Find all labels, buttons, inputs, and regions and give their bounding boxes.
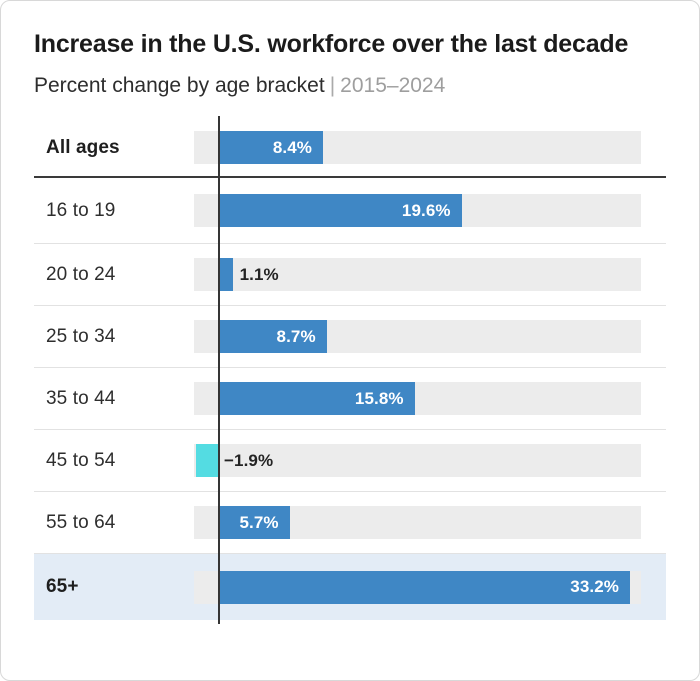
value-bar: 33.2% <box>219 570 630 604</box>
value-label: 8.4% <box>272 137 312 157</box>
value-bar <box>219 258 233 291</box>
category-label: 65+ <box>46 576 79 597</box>
row-divider <box>34 553 666 554</box>
value-bar: 19.6% <box>219 194 462 227</box>
zero-baseline <box>218 116 220 624</box>
chart-rows: All ages 8.4% 16 to 19 19.6% 20 to 24 1.1% 25 … <box>1 119 699 620</box>
chart-row-20-to-24: 20 to 24 1.1% <box>1 244 699 305</box>
value-label: 19.6% <box>401 200 451 220</box>
row-divider <box>34 305 666 306</box>
bar-track: 1.1% <box>194 258 641 291</box>
chart-row-25-to-34: 25 to 34 8.7% <box>1 306 699 367</box>
chart-header: Increase in the U.S. workforce over the … <box>1 1 699 99</box>
bar-track: −1.9% <box>194 444 641 477</box>
category-label: 16 to 19 <box>46 199 116 221</box>
value-bar: 15.8% <box>219 382 415 415</box>
row-divider <box>34 243 666 244</box>
value-bar: 5.7% <box>219 506 290 539</box>
subtitle-text: Percent change by age bracket <box>34 74 325 97</box>
subtitle-period: 2015–2024 <box>340 74 446 97</box>
value-label: 5.7% <box>239 512 279 532</box>
value-label: −1.9% <box>224 450 274 470</box>
bar-track: 33.2% <box>194 570 641 604</box>
bar-track: 8.7% <box>194 320 641 353</box>
value-label: 1.1% <box>239 264 279 284</box>
value-bar: 8.7% <box>219 320 327 353</box>
bar-track: 19.6% <box>194 194 641 227</box>
summary-divider <box>34 176 666 178</box>
bar-track: 8.4% <box>194 131 641 164</box>
value-label: 8.7% <box>276 326 316 346</box>
bar-track: 15.8% <box>194 382 641 415</box>
row-divider <box>34 429 666 430</box>
chart-row-55-to-64: 55 to 64 5.7% <box>1 492 699 553</box>
chart-row-35-to-44: 35 to 44 15.8% <box>1 368 699 429</box>
category-label: 25 to 34 <box>46 325 116 347</box>
category-label: 35 to 44 <box>46 387 116 409</box>
bar-chart: All ages 8.4% 16 to 19 19.6% 20 to 24 1.1% 25 … <box>1 116 699 624</box>
chart-row-45-to-54: 45 to 54 −1.9% <box>1 430 699 491</box>
category-label: All ages <box>46 136 120 158</box>
chart-row-all-ages: All ages 8.4% <box>1 119 699 176</box>
chart-subtitle: Percent change by age bracket | 2015–2024 <box>34 73 666 99</box>
value-label: 33.2% <box>570 577 619 596</box>
value-bar: 8.4% <box>219 131 323 164</box>
page-title: Increase in the U.S. workforce over the … <box>34 30 629 58</box>
chart-row-65plus: 65+ 33.2% <box>34 554 666 620</box>
subtitle-separator: | <box>329 74 336 97</box>
category-label: 20 to 24 <box>46 263 116 285</box>
value-label: 15.8% <box>354 388 404 408</box>
category-label: 55 to 64 <box>46 511 116 533</box>
chart-row-16-to-19: 16 to 19 19.6% <box>1 178 699 243</box>
row-divider <box>34 491 666 492</box>
category-label: 45 to 54 <box>46 449 116 471</box>
bar-track: 5.7% <box>194 506 641 539</box>
value-bar <box>195 444 219 477</box>
row-divider <box>34 367 666 368</box>
